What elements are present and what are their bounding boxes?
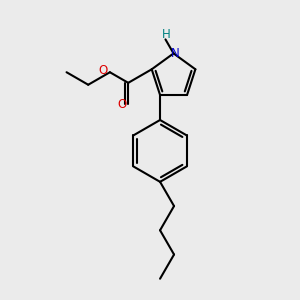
Text: O: O <box>117 98 126 110</box>
Text: H: H <box>161 28 170 40</box>
Text: N: N <box>171 47 179 60</box>
Text: O: O <box>99 64 108 77</box>
